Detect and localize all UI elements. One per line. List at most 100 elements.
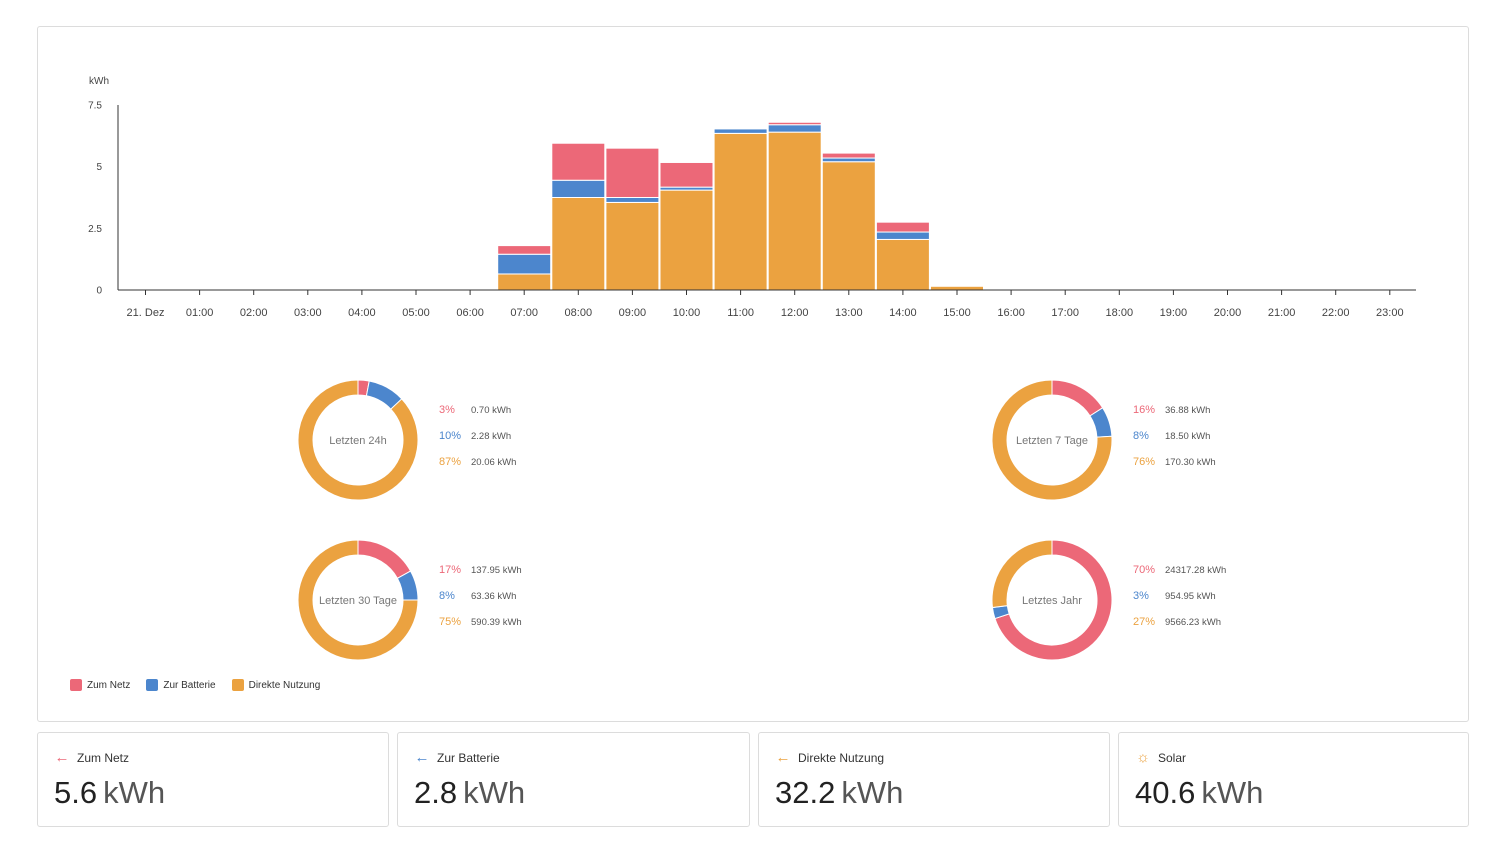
bar-segment-direkte-nutzung[interactable] bbox=[875, 238, 930, 291]
stat-number: 2.8 bbox=[414, 775, 458, 810]
x-tick-label: 19:00 bbox=[1160, 307, 1188, 319]
donut-percent: 75% bbox=[439, 616, 461, 628]
bar-segment-zur-batterie[interactable] bbox=[875, 231, 930, 240]
donut-value: 2.28 kWh bbox=[471, 431, 511, 442]
legend-swatch bbox=[231, 679, 244, 691]
y-tick-label: 7.5 bbox=[88, 101, 102, 112]
bar-segment-zum-netz[interactable] bbox=[659, 161, 714, 188]
x-tick-label: 14:00 bbox=[889, 307, 917, 319]
donut-value: 170.30 kWh bbox=[1165, 457, 1216, 468]
x-tick-label: 18:00 bbox=[1106, 307, 1134, 319]
bar-segment-zum-netz[interactable] bbox=[605, 147, 660, 198]
donut-slice[interactable] bbox=[991, 379, 1113, 501]
legend-item-direkte-nutzung[interactable]: Direkte Nutzung bbox=[231, 679, 320, 691]
stat-label: Direkte Nutzung bbox=[798, 751, 885, 765]
donut-slice[interactable] bbox=[297, 539, 419, 661]
donut-value: 20.06 kWh bbox=[471, 457, 516, 468]
bar-segment-direkte-nutzung[interactable] bbox=[551, 197, 606, 291]
bar-segment-zum-netz[interactable] bbox=[821, 152, 876, 159]
stat-card-zum-netz[interactable]: ← Zum Netz 5.6 kWh bbox=[37, 732, 389, 827]
stat-card-direkte-nutzung[interactable]: ← Direkte Nutzung 32.2 kWh bbox=[758, 732, 1110, 827]
donut-value: 24317.28 kWh bbox=[1165, 565, 1226, 576]
bar-segment-zur-batterie[interactable] bbox=[605, 197, 660, 203]
bar-segment-direkte-nutzung[interactable] bbox=[605, 201, 660, 291]
y-tick-label: 5 bbox=[96, 162, 102, 173]
x-tick-label: 20:00 bbox=[1214, 307, 1242, 319]
donut-title: Letztes Jahr bbox=[1022, 595, 1082, 607]
bar-segment-zum-netz[interactable] bbox=[875, 221, 930, 233]
stat-header: ← Direkte Nutzung bbox=[775, 749, 885, 766]
donut-percent: 8% bbox=[1133, 430, 1149, 442]
x-tick-label: 13:00 bbox=[835, 307, 863, 319]
stat-value: 40.6 kWh bbox=[1135, 775, 1263, 811]
bar-segment-direkte-nutzung[interactable] bbox=[659, 189, 714, 291]
stat-value: 2.8 kWh bbox=[414, 775, 525, 811]
y-tick-label: 2.5 bbox=[88, 224, 102, 235]
x-tick-label: 12:00 bbox=[781, 307, 809, 319]
legend-item-zum-netz[interactable]: Zum Netz bbox=[70, 679, 130, 691]
bar-segment-zur-batterie[interactable] bbox=[821, 157, 876, 163]
chart-legend: Zum Netz Zur Batterie Direkte Nutzung bbox=[70, 679, 320, 691]
x-tick-label: 07:00 bbox=[510, 307, 538, 319]
donut-chart-last-year: Letztes Jahr 70% 24317.28 kWh 3% 954.95 kWh 2… bbox=[991, 539, 1226, 661]
stat-unit: kWh bbox=[1201, 775, 1264, 810]
x-tick-label: 23:00 bbox=[1376, 307, 1404, 319]
sun-icon: ☼ bbox=[1136, 749, 1150, 766]
donut-title: Letzten 7 Tage bbox=[1016, 435, 1088, 447]
stat-number: 32.2 bbox=[775, 775, 836, 810]
donut-slice[interactable] bbox=[297, 379, 419, 501]
stat-value: 32.2 kWh bbox=[775, 775, 903, 811]
x-tick-label: 17:00 bbox=[1051, 307, 1079, 319]
donut-value: 0.70 kWh bbox=[471, 405, 511, 416]
donut-title: Letzten 30 Tage bbox=[319, 595, 397, 607]
donut-percent: 87% bbox=[439, 456, 461, 468]
bar-segment-zum-netz[interactable] bbox=[767, 121, 822, 126]
stat-unit: kWh bbox=[103, 775, 166, 810]
x-tick-label: 01:00 bbox=[186, 307, 214, 319]
stat-label: Zum Netz bbox=[77, 751, 130, 765]
x-tick-label: 03:00 bbox=[294, 307, 322, 319]
x-tick-label: 21. Dez bbox=[127, 307, 165, 319]
stat-card-solar[interactable]: ☼ Solar 40.6 kWh bbox=[1118, 732, 1469, 827]
donut-percent: 8% bbox=[439, 590, 455, 602]
arrow-left-icon: ← bbox=[54, 749, 70, 766]
x-tick-label: 08:00 bbox=[565, 307, 593, 319]
bar-segment-zum-netz[interactable] bbox=[551, 142, 606, 181]
legend-label: Zum Netz bbox=[87, 679, 131, 691]
x-tick-label: 05:00 bbox=[402, 307, 430, 319]
donut-percent: 10% bbox=[439, 430, 461, 442]
bar-segment-zur-batterie[interactable] bbox=[497, 253, 552, 275]
bar-segment-direkte-nutzung[interactable] bbox=[767, 131, 822, 291]
energy-chart-card: kWh 0 2.5 5 7.5 21. Dez 01:00 02:00 03:00 04:00 05… bbox=[37, 26, 1469, 722]
donut-value: 954.95 kWh bbox=[1165, 591, 1216, 602]
bar-segment-direkte-nutzung[interactable] bbox=[713, 132, 768, 291]
y-tick-label: 0 bbox=[96, 286, 102, 297]
bar-segment-direkte-nutzung[interactable] bbox=[821, 161, 876, 291]
y-axis-label: kWh bbox=[89, 76, 109, 87]
stat-unit: kWh bbox=[463, 775, 526, 810]
stat-unit: kWh bbox=[841, 775, 904, 810]
bar-segment-direkte-nutzung[interactable] bbox=[930, 285, 984, 291]
donut-slice[interactable] bbox=[1051, 379, 1104, 417]
bar-segment-direkte-nutzung[interactable] bbox=[497, 273, 552, 291]
donut-slice[interactable] bbox=[357, 539, 412, 580]
donut-percent: 76% bbox=[1133, 456, 1155, 468]
donut-title: Letzten 24h bbox=[329, 435, 387, 447]
arrow-left-icon: ← bbox=[775, 749, 791, 766]
x-tick-label: 04:00 bbox=[348, 307, 376, 319]
bar-segment-zur-batterie[interactable] bbox=[551, 179, 606, 199]
x-tick-label: 06:00 bbox=[456, 307, 484, 319]
stacked-bar-chart: kWh 0 2.5 5 7.5 21. Dez 01:00 02:00 03:00 04:00 05… bbox=[88, 76, 1416, 319]
bar-segment-zur-batterie[interactable] bbox=[713, 128, 768, 134]
stat-card-zur-batterie[interactable]: ← Zur Batterie 2.8 kWh bbox=[397, 732, 750, 827]
donut-value: 590.39 kWh bbox=[471, 617, 522, 628]
arrow-left-icon: ← bbox=[414, 749, 430, 766]
bar-segment-zur-batterie[interactable] bbox=[767, 124, 822, 133]
legend-label: Zur Batterie bbox=[163, 679, 216, 691]
donut-slice[interactable] bbox=[991, 539, 1053, 609]
bar-segment-zum-netz[interactable] bbox=[497, 245, 552, 255]
legend-item-zur-batterie[interactable]: Zur Batterie bbox=[146, 679, 216, 691]
donut-slice[interactable] bbox=[994, 539, 1113, 661]
x-tick-label: 11:00 bbox=[727, 307, 754, 319]
x-tick-label: 22:00 bbox=[1322, 307, 1350, 319]
